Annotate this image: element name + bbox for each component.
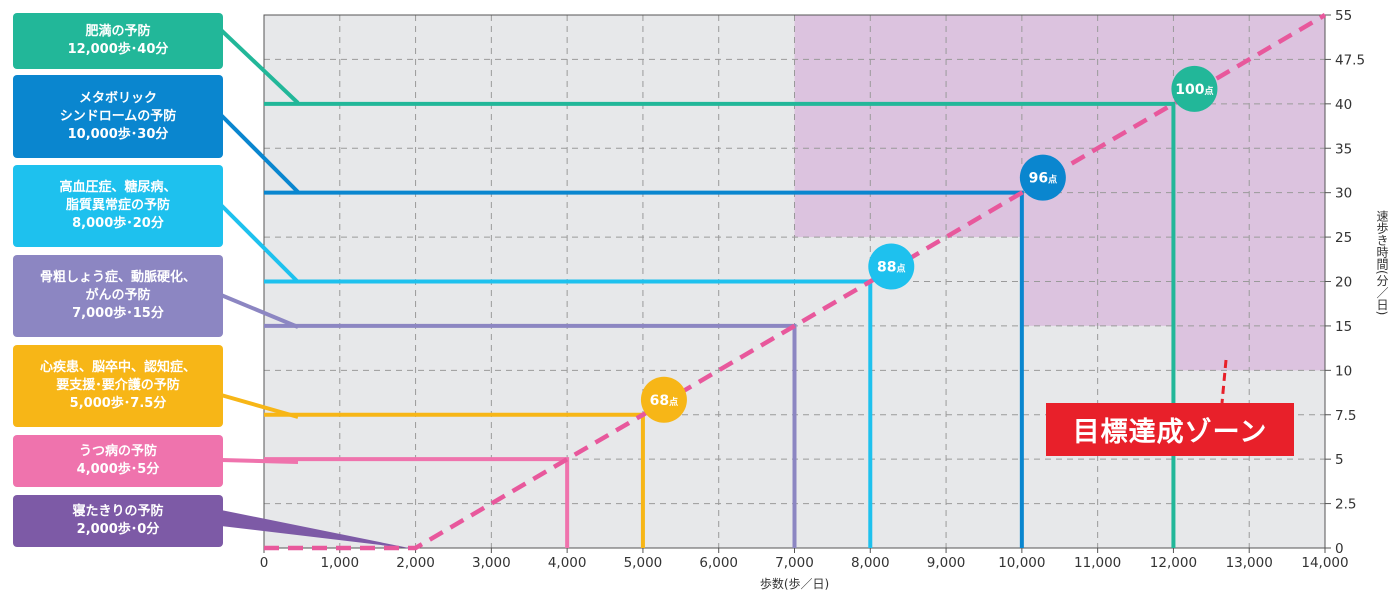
y-tick-label: 47.5: [1335, 52, 1365, 68]
threshold-label-line: 脂質異常症の予防: [65, 198, 170, 213]
x-axis-title: 歩数(歩／日): [760, 576, 829, 591]
threshold-label-line: 寝たきりの予防: [72, 504, 164, 519]
x-tick-label: 1,000: [320, 555, 359, 571]
threshold-label-line: 8,000歩･20分: [72, 216, 164, 231]
threshold-label-obesity: 肥満の予防 12,000歩･40分: [13, 13, 223, 69]
threshold-line: [264, 101, 1176, 548]
target-zone-label: 目標達成ゾーン: [1046, 403, 1294, 456]
score-badge: [1019, 154, 1066, 201]
x-tick-label: 12,000: [1150, 555, 1197, 571]
threshold-label-line: シンドロームの予防: [59, 108, 177, 124]
threshold-label-hypertension: 高血圧症、糖尿病、 脂質異常症の予防 8,000歩･20分: [13, 165, 223, 247]
score-badge-label: 68点: [650, 393, 679, 409]
threshold-label-line: 5,000歩･7.5分: [69, 396, 167, 411]
threshold-label-line: 7,000歩･15分: [72, 306, 164, 321]
score-badge: [640, 376, 687, 423]
x-tick-label: 4,000: [548, 555, 587, 571]
threshold-label-line: メタボリック: [78, 90, 157, 106]
score-badge-label: 96点: [1029, 171, 1058, 187]
y-axis-title: 速歩き時間(分／日): [1375, 210, 1389, 316]
threshold-pointer: [220, 293, 299, 329]
x-tick-label: 3,000: [472, 555, 511, 571]
threshold-pointer: [219, 203, 300, 284]
x-tick-label: 5,000: [624, 555, 663, 571]
x-tick-label: 9,000: [927, 555, 966, 571]
threshold-label-heart-disease: 心疾患、脳卒中、認知症、 要支援･要介護の予防 5,000歩･7.5分: [13, 345, 223, 427]
x-tick-label: 6,000: [699, 555, 738, 571]
y-tick-label: 2.5: [1335, 497, 1356, 513]
threshold-label-osteoporosis: 骨粗しょう症、動脈硬化、 がんの予防 7,000歩･15分: [13, 255, 223, 337]
y-tick-label: 30: [1335, 186, 1352, 202]
y-tick-label: 7.5: [1335, 408, 1356, 424]
threshold-label-depression: うつ病の予防 4,000歩･5分: [13, 435, 223, 487]
x-tick-label: 14,000: [1301, 555, 1348, 571]
y-tick-label: 15: [1335, 319, 1352, 335]
threshold-label-line: 骨粗しょう症、動脈硬化、: [39, 270, 196, 285]
threshold-label-metabolic: メタボリック シンドロームの予防 10,000歩･30分: [13, 75, 223, 158]
y-tick-label: 35: [1335, 141, 1352, 157]
score-badge: [868, 243, 915, 290]
y-tick-label: 25: [1335, 230, 1352, 246]
score-badge: [1171, 65, 1218, 112]
threshold-label-line: 12,000歩･40分: [67, 42, 169, 57]
threshold-pointer: [219, 28, 300, 105]
threshold-label-line: うつ病の予防: [78, 444, 157, 459]
threshold-line: [264, 457, 570, 548]
x-tick-label: 11,000: [1074, 555, 1121, 571]
x-tick-label: 7,000: [775, 555, 814, 571]
threshold-label-line: 心疾患、脳卒中、認知症、: [39, 360, 196, 375]
y-tick-label: 10: [1335, 363, 1352, 379]
threshold-label-line: 2,000歩･0分: [76, 522, 160, 537]
target-zone-pointer: [1220, 359, 1228, 404]
y-tick-label: 40: [1335, 97, 1352, 113]
x-tick-label: 13,000: [1226, 555, 1273, 571]
threshold-label-line: 4,000歩･5分: [76, 462, 160, 477]
y-tick-label: 0: [1335, 541, 1344, 557]
threshold-pointer: [221, 510, 414, 549]
x-tick-label: 10,000: [998, 555, 1045, 571]
y-tick-label: 5: [1335, 452, 1344, 468]
threshold-label-line: 要支援･要介護の予防: [56, 378, 180, 393]
threshold-label-line: 10,000歩･30分: [67, 126, 169, 142]
threshold-label-line: がんの予防: [85, 288, 151, 303]
threshold-label-bedridden: 寝たきりの予防 2,000歩･0分: [13, 495, 223, 547]
y-tick-label: 55: [1335, 8, 1352, 24]
threshold-label-line: 高血圧症、糖尿病、: [59, 180, 177, 195]
trend-line: [264, 13, 1327, 551]
y-tick-label: 20: [1335, 275, 1352, 291]
threshold-pointer: [219, 113, 300, 194]
threshold-pointer: [220, 458, 299, 464]
threshold-label-line: 肥満の予防: [85, 24, 151, 39]
x-tick-label: 0: [260, 555, 269, 571]
x-tick-label: 8,000: [851, 555, 890, 571]
x-tick-label: 2,000: [396, 555, 435, 571]
score-badge-label: 88点: [877, 260, 906, 276]
score-badge-label: 100点: [1175, 82, 1213, 98]
